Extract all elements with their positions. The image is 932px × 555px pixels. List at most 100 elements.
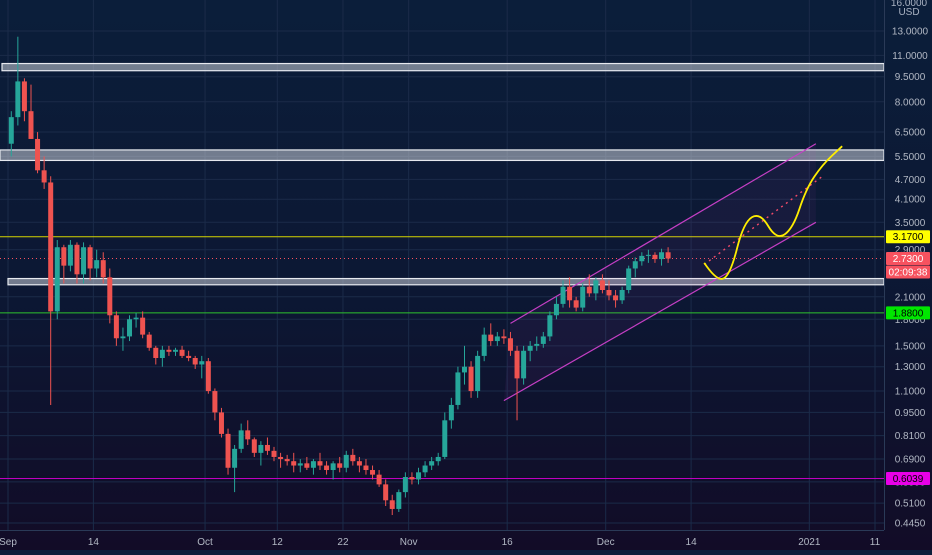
candle-body: [127, 319, 133, 337]
candle-body: [534, 343, 540, 346]
candle-body: [120, 336, 126, 339]
candle-body: [389, 500, 395, 509]
candle-body: [567, 286, 573, 301]
candle-body: [218, 412, 224, 434]
projection-path: [703, 145, 843, 280]
price-tick-label: 8.0000: [895, 97, 926, 108]
price-tick-label: 1.3000: [895, 362, 926, 373]
candle-body: [48, 182, 54, 312]
candle-body: [337, 463, 343, 468]
price-label-badge: [886, 230, 930, 244]
candle-body: [356, 461, 362, 466]
time-tick-label: 11: [870, 537, 881, 548]
time-tick-label: 22: [337, 537, 349, 548]
price-tick-label: 6.5000: [895, 128, 926, 139]
candle-body: [179, 349, 185, 356]
candle-body: [409, 477, 415, 480]
channel-fill: [503, 143, 816, 401]
price-tick-label: 2.9000: [895, 245, 926, 256]
candle-body: [494, 336, 500, 342]
price-tick-label: 0.5100: [895, 499, 926, 510]
candle-body: [416, 472, 422, 480]
candle-body: [74, 244, 80, 275]
time-tick-label: 2021: [798, 537, 821, 548]
candle-body: [350, 454, 356, 462]
candle-body: [521, 350, 527, 379]
candle-body: [481, 334, 487, 356]
candle-body: [67, 244, 73, 266]
candle-body: [586, 286, 592, 294]
candle-body: [271, 450, 277, 457]
candle-body: [291, 461, 297, 466]
candle-body: [475, 355, 481, 392]
candle-body: [468, 366, 474, 392]
time-tick-label: Oct: [197, 537, 213, 548]
candle-body: [396, 492, 402, 509]
candle-body: [113, 315, 119, 339]
candle-body: [632, 261, 638, 269]
candle-body: [94, 260, 100, 269]
candle-body: [553, 303, 559, 316]
price-tick-label: 4.1000: [895, 195, 926, 206]
candle-body: [402, 477, 408, 493]
candle-body: [527, 345, 533, 351]
candle-body: [8, 117, 14, 144]
candle-body: [613, 295, 619, 301]
candle-body: [317, 461, 323, 466]
candle-body: [212, 391, 218, 413]
candle-body: [81, 247, 87, 275]
candle-body: [35, 138, 41, 171]
price-label-badge: [886, 265, 930, 279]
candle-body: [140, 317, 146, 335]
price-tick-label: 9.5000: [895, 72, 926, 83]
price-label-text: 2.7300: [893, 254, 924, 265]
price-axis-partial-label: 16.0000: [891, 0, 928, 9]
candle-body: [659, 252, 665, 260]
candle-body: [159, 349, 165, 358]
support-resistance-zone: [1, 62, 885, 72]
candle-body: [376, 474, 382, 485]
candle-body: [133, 317, 139, 320]
price-axis-currency: USD: [898, 7, 919, 18]
price-tick-label: 1.8000: [895, 315, 926, 326]
price-label-text: 3.1700: [893, 232, 924, 243]
candle-body: [573, 300, 579, 308]
candle-body: [619, 290, 625, 301]
candle-body: [251, 439, 257, 453]
price-tick-label: 4.7000: [895, 175, 926, 186]
candle-body: [186, 355, 192, 358]
price-tick-label: 3.5000: [895, 218, 926, 229]
candle-body: [560, 286, 566, 304]
time-tick-label: 14: [686, 537, 698, 548]
price-label-badge: [886, 471, 930, 485]
candle-body: [442, 420, 448, 457]
candle-body: [107, 277, 113, 316]
candle-body: [166, 349, 172, 352]
price-tick-label: 0.6900: [895, 455, 926, 466]
candle-body: [580, 286, 586, 308]
candle-body: [21, 81, 27, 112]
candle-body: [639, 255, 645, 262]
candle-body: [547, 315, 553, 337]
price-tick-label: 0.9500: [895, 408, 926, 419]
candle-body: [599, 280, 605, 291]
candle-body: [199, 361, 205, 365]
candle-body: [146, 334, 152, 348]
candle-body: [264, 444, 270, 451]
price-label-badge: [886, 252, 930, 266]
candle-body: [606, 290, 612, 296]
candle-body: [278, 456, 284, 460]
price-tick-label: 5.5000: [895, 152, 926, 163]
candle-body: [488, 334, 494, 342]
price-label-text: 02:09:38: [889, 267, 928, 278]
candle-body: [514, 350, 520, 379]
candle-body: [501, 336, 507, 339]
support-resistance-zone: [7, 277, 885, 286]
time-tick-label: 14: [88, 537, 100, 548]
candle-body: [363, 465, 369, 471]
price-tick-label: 2.1000: [895, 292, 926, 303]
candle-body: [28, 111, 34, 139]
candle-body: [41, 170, 47, 183]
